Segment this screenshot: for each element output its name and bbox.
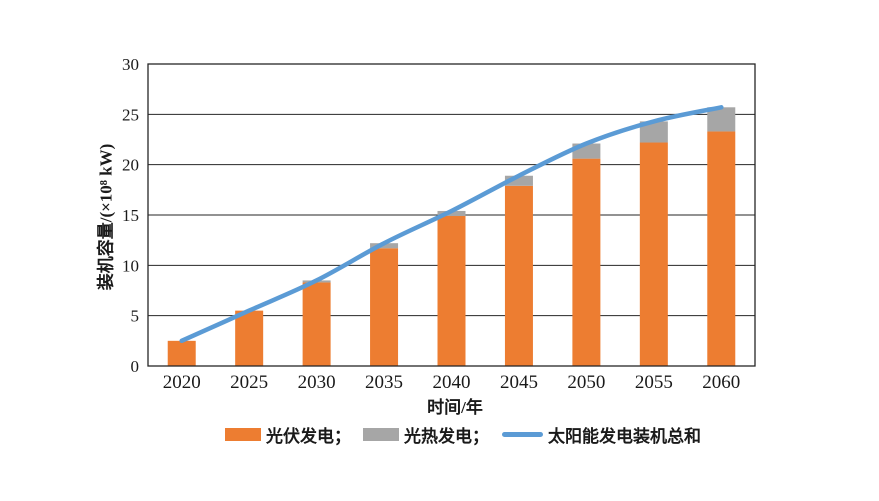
legend-item-total: 太阳能发电装机总和: [502, 423, 701, 446]
svg-text:25: 25: [122, 105, 139, 124]
x-axis-title: 时间/年: [427, 398, 483, 417]
svg-text:2055: 2055: [635, 372, 673, 393]
legend-item-csp: 光热发电；: [363, 423, 489, 446]
svg-text:2040: 2040: [433, 372, 471, 393]
svg-text:2060: 2060: [702, 372, 740, 393]
legend-label-total: 太阳能发电装机总和: [548, 426, 701, 446]
svg-text:15: 15: [122, 206, 139, 225]
legend: 光伏发电； 光热发电； 太阳能发电装机总和: [0, 423, 879, 447]
legend-label-csp: 光热发电；: [404, 426, 489, 446]
legend-item-pv: 光伏发电；: [225, 423, 351, 446]
svg-text:30: 30: [122, 55, 139, 74]
svg-text:2020: 2020: [163, 372, 201, 393]
legend-label-pv: 光伏发电；: [266, 426, 351, 446]
y-axis-title: 装机容量/(×10⁸ kW): [96, 143, 116, 291]
pv-series-swatch: [225, 427, 261, 441]
svg-text:20: 20: [122, 156, 139, 175]
svg-text:2025: 2025: [230, 372, 268, 393]
svg-text:2045: 2045: [500, 372, 538, 393]
svg-text:5: 5: [131, 307, 140, 326]
svg-text:10: 10: [122, 256, 139, 275]
csp-series-swatch: [363, 427, 399, 441]
svg-text:2050: 2050: [567, 372, 605, 393]
svg-text:2030: 2030: [298, 372, 336, 393]
svg-text:2035: 2035: [365, 372, 403, 393]
svg-text:0: 0: [131, 357, 140, 376]
total-line-swatch: [502, 431, 543, 437]
